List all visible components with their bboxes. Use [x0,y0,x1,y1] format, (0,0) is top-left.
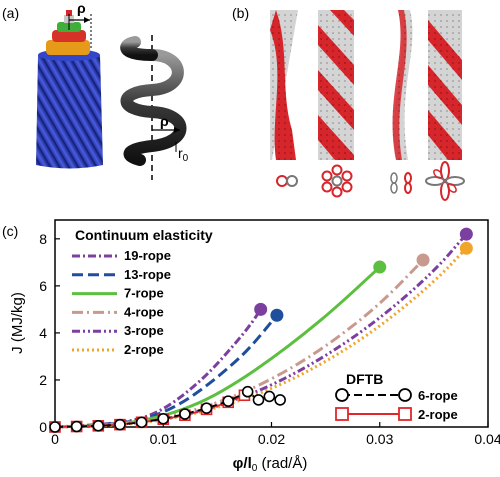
y-tick-label: 0 [39,419,47,435]
series-marker-dftb-6-rope [263,390,276,403]
panel-label-b: (b) [232,5,249,21]
series-endpoint-4-rope [416,253,430,267]
legend-entry: 19-rope [124,248,171,263]
panel-a-illustration: ρ ρ r0 [36,0,189,180]
x-tick-label: 0.02 [258,431,285,447]
y-tick-label: 2 [39,372,47,388]
y-tick-label: 4 [39,325,47,341]
axis-ticks: 0 0.01 0.02 0.03 0.04 0 2 4 6 8 [39,231,500,447]
y-tick-label: 8 [39,231,47,247]
legend-entry: 13-rope [124,267,171,282]
series-marker-dftb-6-rope [114,418,126,431]
legend-dftb-title: DFTB [346,371,383,387]
rope-top-layers [46,10,90,55]
r0-label: r0 [178,145,189,164]
legend-dftb: 6-rope 2-rope [335,388,458,422]
rope-cylinder [36,49,103,169]
rho-indicator: ρ [68,0,92,50]
series-marker-dftb-6-rope [200,402,213,414]
series-endpoint-7-rope [373,260,387,274]
cross-section-star [425,161,465,201]
y-axis-label: J (MJ/kg) [9,292,26,354]
series-endpoint-2-rope [459,241,473,255]
helix-illustration: ρ r0 [120,35,189,180]
series-layer [49,227,473,433]
x-tick-label: 0.01 [150,431,177,447]
x-tick-label: 0 [51,431,59,447]
legend-marker [335,407,349,421]
series-marker-dftb-6-rope [222,395,234,407]
panel-label-c: (c) [2,223,18,239]
legend-entry: 2-rope [124,342,164,357]
cross-section-4 [390,172,412,194]
legend-marker [398,407,412,421]
panel-label-a: (a) [2,5,19,21]
legend-entry: 4-rope [124,304,164,319]
energy-chart: 0 0.01 0.02 0.03 0.04 0 2 4 6 8 J (MJ/kg) φ/l0 (r… [9,219,500,474]
series-line-dftb-2-rope [54,394,245,428]
series-endpoint-19-rope [254,302,268,316]
series-endpoint-3-rope [459,227,473,241]
series-endpoint-13-rope [270,308,284,322]
series-marker-dftb-6-rope [274,394,286,406]
legend-entry: 6-rope [418,388,458,403]
x-axis-label: φ/l0 (rad/Å) [233,455,308,474]
rope-4-strand [392,10,413,160]
rho-label: ρ [77,0,86,16]
legend-continuum: 19-rope 13-rope 7-rope 4-rope 3-rope 2-rope [72,248,171,357]
cross-section-7 [321,164,353,198]
series-marker-dftb-6-rope [241,385,254,398]
rope-7-strand [318,10,354,160]
series-marker-dftb-6-rope [92,420,105,432]
x-tick-label: 0.04 [474,431,500,447]
legend-marker [335,388,349,402]
cross-section-2 [276,175,298,187]
series-marker-dftb-6-rope [135,416,148,429]
rope-multi-strand [428,10,462,160]
helix-rho-label: ρ [160,113,169,129]
series-marker-dftb-6-rope [252,394,265,406]
legend-entry: 3-rope [124,323,164,338]
series-marker-dftb-6-rope [49,421,61,433]
rope-2-strand [270,10,298,160]
legend-continuum-title: Continuum elasticity [75,227,213,243]
legend-marker [398,388,412,402]
series-marker-dftb-6-rope [70,420,83,433]
series-line-3-rope [54,233,468,429]
legend-entry: 7-rope [124,286,164,301]
series-marker-dftb-6-rope [179,408,191,420]
y-tick-label: 6 [39,278,47,294]
panel-b-illustration [270,10,465,201]
series-marker-dftb-6-rope [157,412,170,425]
x-tick-label: 0.03 [366,431,393,447]
series-line-7-rope [54,265,381,429]
legend-entry: 2-rope [418,407,458,422]
